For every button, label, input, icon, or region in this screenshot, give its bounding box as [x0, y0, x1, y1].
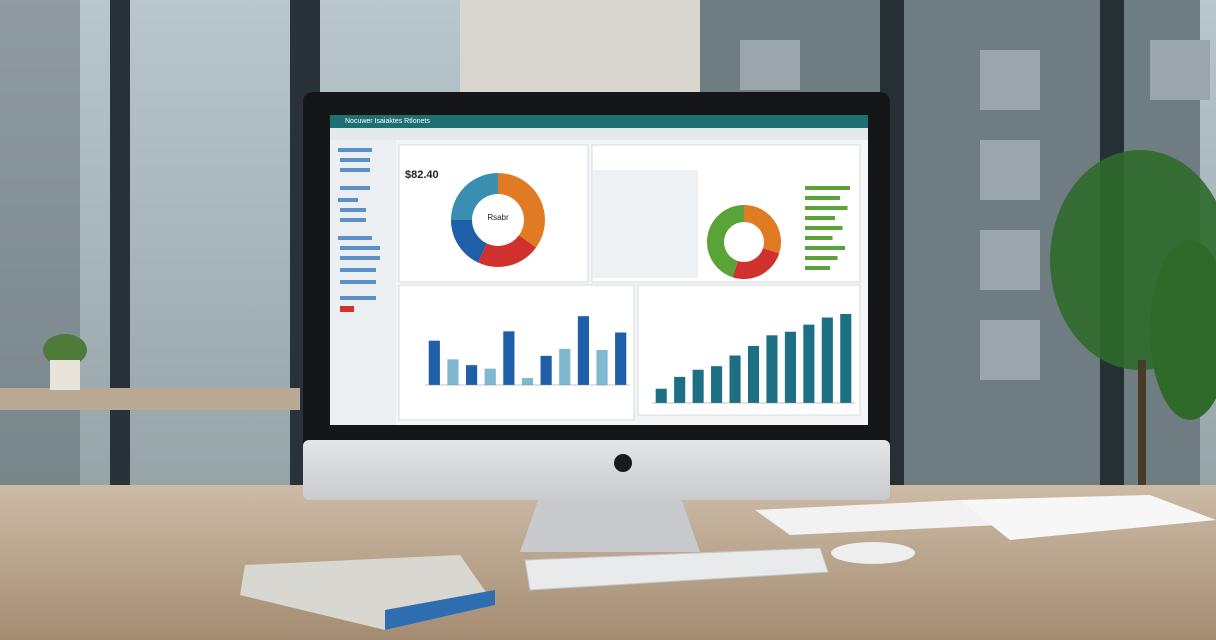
papers	[755, 500, 1000, 535]
bar	[521, 378, 534, 385]
title-bar	[330, 115, 868, 128]
bar	[692, 369, 704, 403]
notebook	[960, 495, 1216, 540]
bar	[596, 350, 608, 385]
bar	[805, 226, 843, 230]
window-frame	[110, 0, 130, 540]
pot	[50, 360, 80, 390]
side-table	[0, 388, 300, 410]
bar	[805, 266, 830, 270]
plant	[1050, 150, 1216, 420]
keyboard	[524, 547, 829, 591]
bar	[805, 196, 840, 200]
donut-center: Rsabr	[487, 213, 509, 222]
bar	[466, 365, 478, 385]
bar	[428, 340, 440, 385]
bar	[803, 324, 815, 403]
bar	[615, 332, 627, 385]
bar	[805, 236, 833, 240]
donut-slice	[732, 248, 780, 280]
bar	[821, 317, 833, 403]
bar	[559, 348, 571, 385]
bar	[747, 346, 760, 403]
bar	[711, 366, 723, 403]
donut-slice	[744, 205, 782, 254]
bar	[729, 355, 741, 403]
bar	[805, 246, 845, 250]
bar	[484, 368, 496, 385]
bar	[840, 313, 852, 403]
table	[593, 170, 698, 278]
donut-slice	[498, 173, 545, 248]
logo	[614, 454, 632, 472]
bar	[503, 331, 515, 385]
sidebar-items	[338, 148, 380, 312]
bar	[577, 316, 589, 385]
plant	[43, 334, 87, 366]
donut-slice	[478, 235, 536, 267]
toolbar	[330, 128, 868, 140]
bar	[805, 216, 835, 220]
bar	[784, 331, 796, 403]
window-title: Nocuwer Isaiaktes Rtlonets	[345, 118, 430, 125]
bar	[805, 256, 838, 260]
bar	[805, 206, 848, 210]
bar	[655, 388, 667, 403]
book-spine	[385, 590, 495, 630]
bar	[447, 359, 459, 385]
bar	[805, 186, 850, 190]
total: $82.40	[405, 169, 439, 181]
donut-slice	[451, 220, 487, 263]
bar	[540, 355, 552, 385]
bar	[674, 376, 686, 403]
monitor-stand	[520, 495, 700, 552]
donut-slice	[451, 173, 498, 220]
mouse	[831, 542, 915, 564]
monitor-chin	[303, 440, 890, 500]
donut-slice	[707, 205, 744, 278]
plant-stem	[1138, 360, 1146, 520]
building-windows	[740, 40, 1210, 380]
bar	[766, 335, 778, 403]
window-frame	[0, 0, 80, 540]
